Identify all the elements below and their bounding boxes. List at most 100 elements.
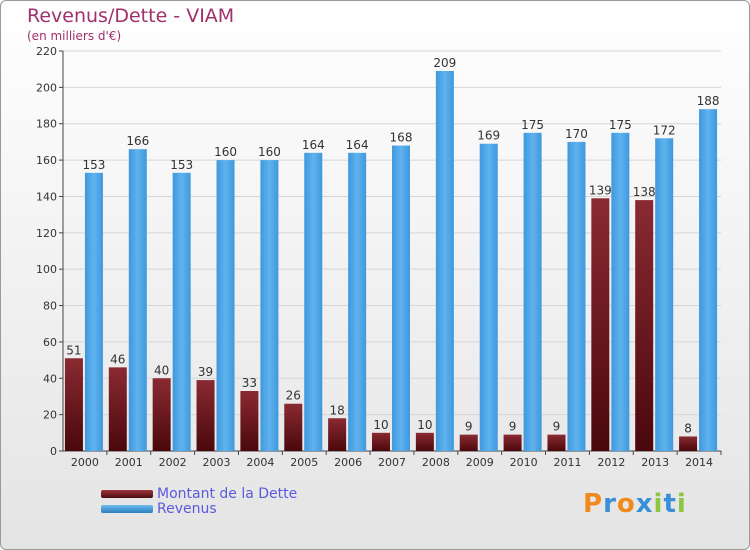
data-label-dette: 33: [242, 376, 257, 390]
data-label-dette: 18: [329, 403, 344, 417]
x-tick-label: 2010: [510, 456, 538, 469]
bar-dette: [372, 432, 390, 451]
chart-subtitle: (en milliers d'€): [27, 29, 122, 43]
logo-letter: x: [635, 489, 654, 519]
y-tick-label: 80: [43, 300, 57, 313]
bar-revenus: [567, 141, 586, 451]
bar-dette: [635, 200, 654, 451]
data-label-dette: 40: [154, 363, 169, 377]
bar-revenus: [392, 145, 410, 451]
y-tick-label: 140: [36, 190, 57, 203]
bar-revenus: [304, 152, 323, 451]
logo-letter: o: [616, 489, 636, 519]
bar-dette: [108, 367, 127, 451]
bar-revenus: [260, 160, 279, 451]
data-label-dette: 9: [509, 420, 517, 434]
bar-dette: [240, 391, 259, 451]
x-tick-label: 2001: [115, 456, 143, 469]
proxiti-logo: Proxiti: [583, 489, 687, 519]
y-tick-label: 100: [36, 263, 57, 276]
logo-letter: r: [603, 489, 617, 519]
bar-revenus: [348, 152, 367, 451]
data-label-dette: 9: [465, 420, 473, 434]
bar-revenus: [699, 109, 718, 451]
data-label-revenus: 170: [565, 127, 588, 141]
data-label-revenus: 166: [126, 134, 149, 148]
y-tick-label: 180: [36, 118, 57, 131]
bar-revenus: [611, 132, 630, 451]
data-label-dette: 39: [198, 365, 213, 379]
data-label-revenus: 169: [477, 129, 500, 143]
x-tick-label: 2011: [553, 456, 581, 469]
x-tick-label: 2008: [422, 456, 450, 469]
y-tick-label: 200: [36, 81, 57, 94]
y-tick-label: 220: [36, 45, 57, 58]
x-tick-label: 2009: [466, 456, 494, 469]
data-label-revenus: 168: [390, 131, 413, 145]
data-label-dette: 9: [553, 420, 561, 434]
y-tick-label: 120: [36, 227, 57, 240]
data-label-dette: 10: [417, 418, 432, 432]
x-tick-label: 2005: [290, 456, 318, 469]
bar-dette: [679, 436, 698, 451]
data-label-revenus: 160: [214, 145, 237, 159]
y-tick-label: 40: [43, 372, 57, 385]
bar-revenus: [435, 71, 454, 451]
bar-revenus: [84, 172, 103, 451]
data-label-dette: 8: [684, 421, 692, 435]
data-label-dette: 10: [373, 418, 388, 432]
data-label-dette: 138: [633, 185, 656, 199]
bar-dette: [503, 434, 522, 451]
data-label-revenus: 153: [82, 158, 105, 172]
legend-label-dette: Montant de la Dette: [157, 486, 298, 502]
data-label-revenus: 209: [433, 56, 456, 70]
bar-dette: [328, 418, 347, 451]
data-label-revenus: 175: [521, 118, 544, 132]
bar-revenus: [128, 149, 147, 451]
x-tick-label: 2014: [685, 456, 713, 469]
bar-dette: [547, 434, 566, 451]
data-label-revenus: 164: [346, 138, 369, 152]
data-label-dette: 139: [589, 183, 612, 197]
bar-revenus: [216, 160, 235, 451]
x-tick-label: 2013: [641, 456, 669, 469]
chart-title: Revenus/Dette - VIAM: [27, 5, 235, 27]
x-tick-label: 2012: [597, 456, 625, 469]
bar-dette: [64, 358, 83, 451]
data-label-revenus: 175: [609, 118, 632, 132]
y-tick-label: 0: [50, 445, 57, 458]
logo-letter: i: [676, 489, 687, 519]
logo-letter: t: [663, 489, 677, 519]
legend-swatch-revenus: [101, 505, 153, 513]
bar-dette: [459, 434, 478, 451]
x-tick-label: 2000: [71, 456, 99, 469]
bar-revenus: [655, 138, 674, 452]
x-tick-label: 2003: [203, 456, 231, 469]
data-label-dette: 51: [66, 343, 81, 357]
bar-revenus: [479, 143, 498, 451]
data-label-dette: 26: [286, 389, 301, 403]
y-tick-label: 60: [43, 336, 57, 349]
bar-revenus: [523, 132, 542, 451]
bar-dette: [284, 403, 303, 451]
bar-dette: [591, 198, 610, 451]
bar-dette: [196, 380, 215, 451]
bar-dette: [415, 432, 434, 451]
y-tick-label: 20: [43, 409, 57, 422]
data-label-revenus: 153: [170, 158, 193, 172]
legend-swatch-dette: [101, 490, 153, 498]
data-label-dette: 46: [110, 352, 125, 366]
x-tick-label: 2007: [378, 456, 406, 469]
logo-letter: i: [653, 489, 664, 519]
data-label-revenus: 164: [302, 138, 325, 152]
y-tick-label: 160: [36, 154, 57, 167]
bar-revenus: [172, 172, 191, 451]
logo-letter: P: [583, 489, 604, 519]
data-label-revenus: 160: [258, 145, 281, 159]
data-label-revenus: 172: [653, 123, 676, 137]
x-tick-label: 2004: [246, 456, 274, 469]
x-tick-label: 2006: [334, 456, 362, 469]
legend-label-revenus: Revenus: [157, 501, 217, 517]
